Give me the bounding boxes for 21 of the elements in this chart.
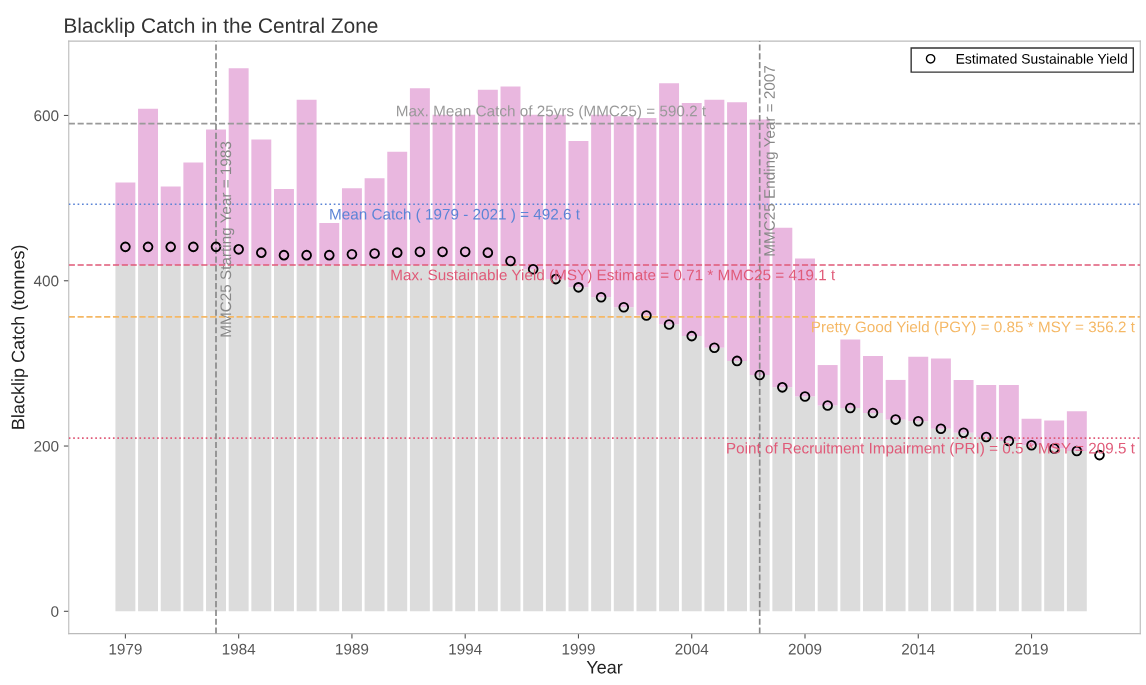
y-tick-label: 600 xyxy=(34,110,59,122)
x-tick-label: 1994 xyxy=(449,643,482,655)
x-axis-title: Year xyxy=(586,661,623,674)
x-tick-label: 2009 xyxy=(788,643,822,655)
x-tick-label: 2004 xyxy=(675,643,709,655)
x-tick-label: 1984 xyxy=(222,643,256,655)
x-tick-label: 2019 xyxy=(1015,643,1048,655)
chart-title: Blacklip Catch in the Central Zone xyxy=(65,17,378,38)
ref-line-label: Pretty Good Yield (PGY) = 0.85 * MSY = 356.2 t xyxy=(812,321,1135,336)
x-tick-label: 1999 xyxy=(562,643,595,655)
y-tick-label: 400 xyxy=(33,275,59,287)
x-tick-label: 1979 xyxy=(109,643,142,655)
x-tick-label: 2014 xyxy=(902,643,935,655)
x-tick-label: 1989 xyxy=(336,643,369,655)
ref-line-label: Mean Catch ( 1979 - 2021 ) = 492.6 t xyxy=(330,208,580,223)
y-tick-label: 200 xyxy=(34,440,59,452)
y-axis-title: Blacklip Catch (tonnes) xyxy=(11,245,28,429)
ref-line-label: MMC25 Ending Year = 2007 xyxy=(763,65,778,256)
legend-label: Estimated Sustainable Yield xyxy=(956,53,1127,64)
y-tick-label: 0 xyxy=(51,606,59,617)
ref-line-label: MMC25 Starting Year = 1983 xyxy=(220,141,235,337)
